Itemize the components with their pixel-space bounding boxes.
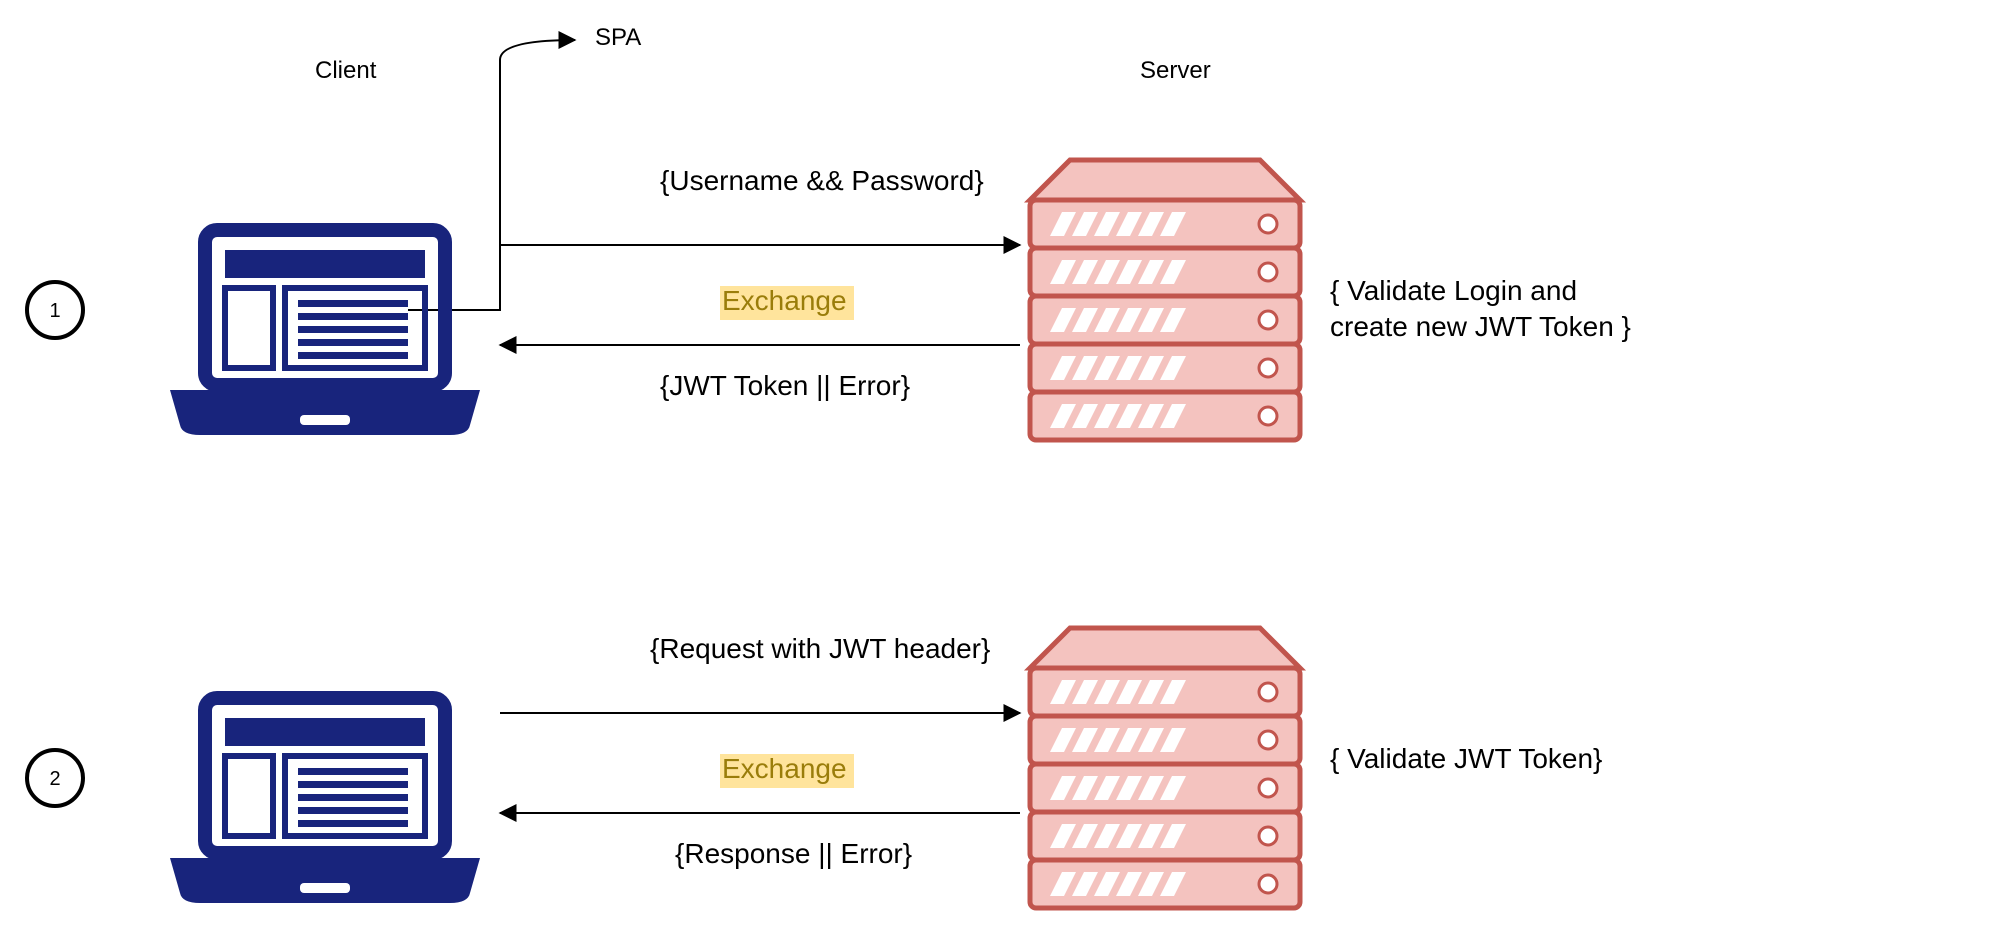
spa-pointer-arrow — [408, 40, 575, 310]
step-2-number: 2 — [49, 768, 60, 790]
exchange-label-1: Exchange — [722, 285, 847, 316]
spa-label: SPA — [595, 24, 641, 51]
exchange-label-2: Exchange — [722, 753, 847, 784]
server-header: Server — [1140, 57, 1211, 84]
response-label-1: {JWT Token || Error} — [660, 370, 910, 401]
server-action-1-line-1: { Validate Login and — [1330, 275, 1577, 306]
response-label-2: {Response || Error} — [675, 838, 912, 869]
client-header: Client — [315, 57, 377, 84]
request-label-2: {Request with JWT header} — [650, 633, 990, 664]
client-laptop-icon-2 — [170, 698, 480, 903]
server-stack-icon-1 — [1030, 160, 1300, 440]
server-stack-icon-2 — [1030, 628, 1300, 908]
server-action-1-line-2: create new JWT Token } — [1330, 311, 1631, 342]
step-1-number: 1 — [49, 300, 60, 322]
server-action-2-line-1: { Validate JWT Token} — [1330, 743, 1602, 774]
request-label-1: {Username && Password} — [660, 165, 984, 196]
client-laptop-icon-1 — [170, 230, 480, 435]
